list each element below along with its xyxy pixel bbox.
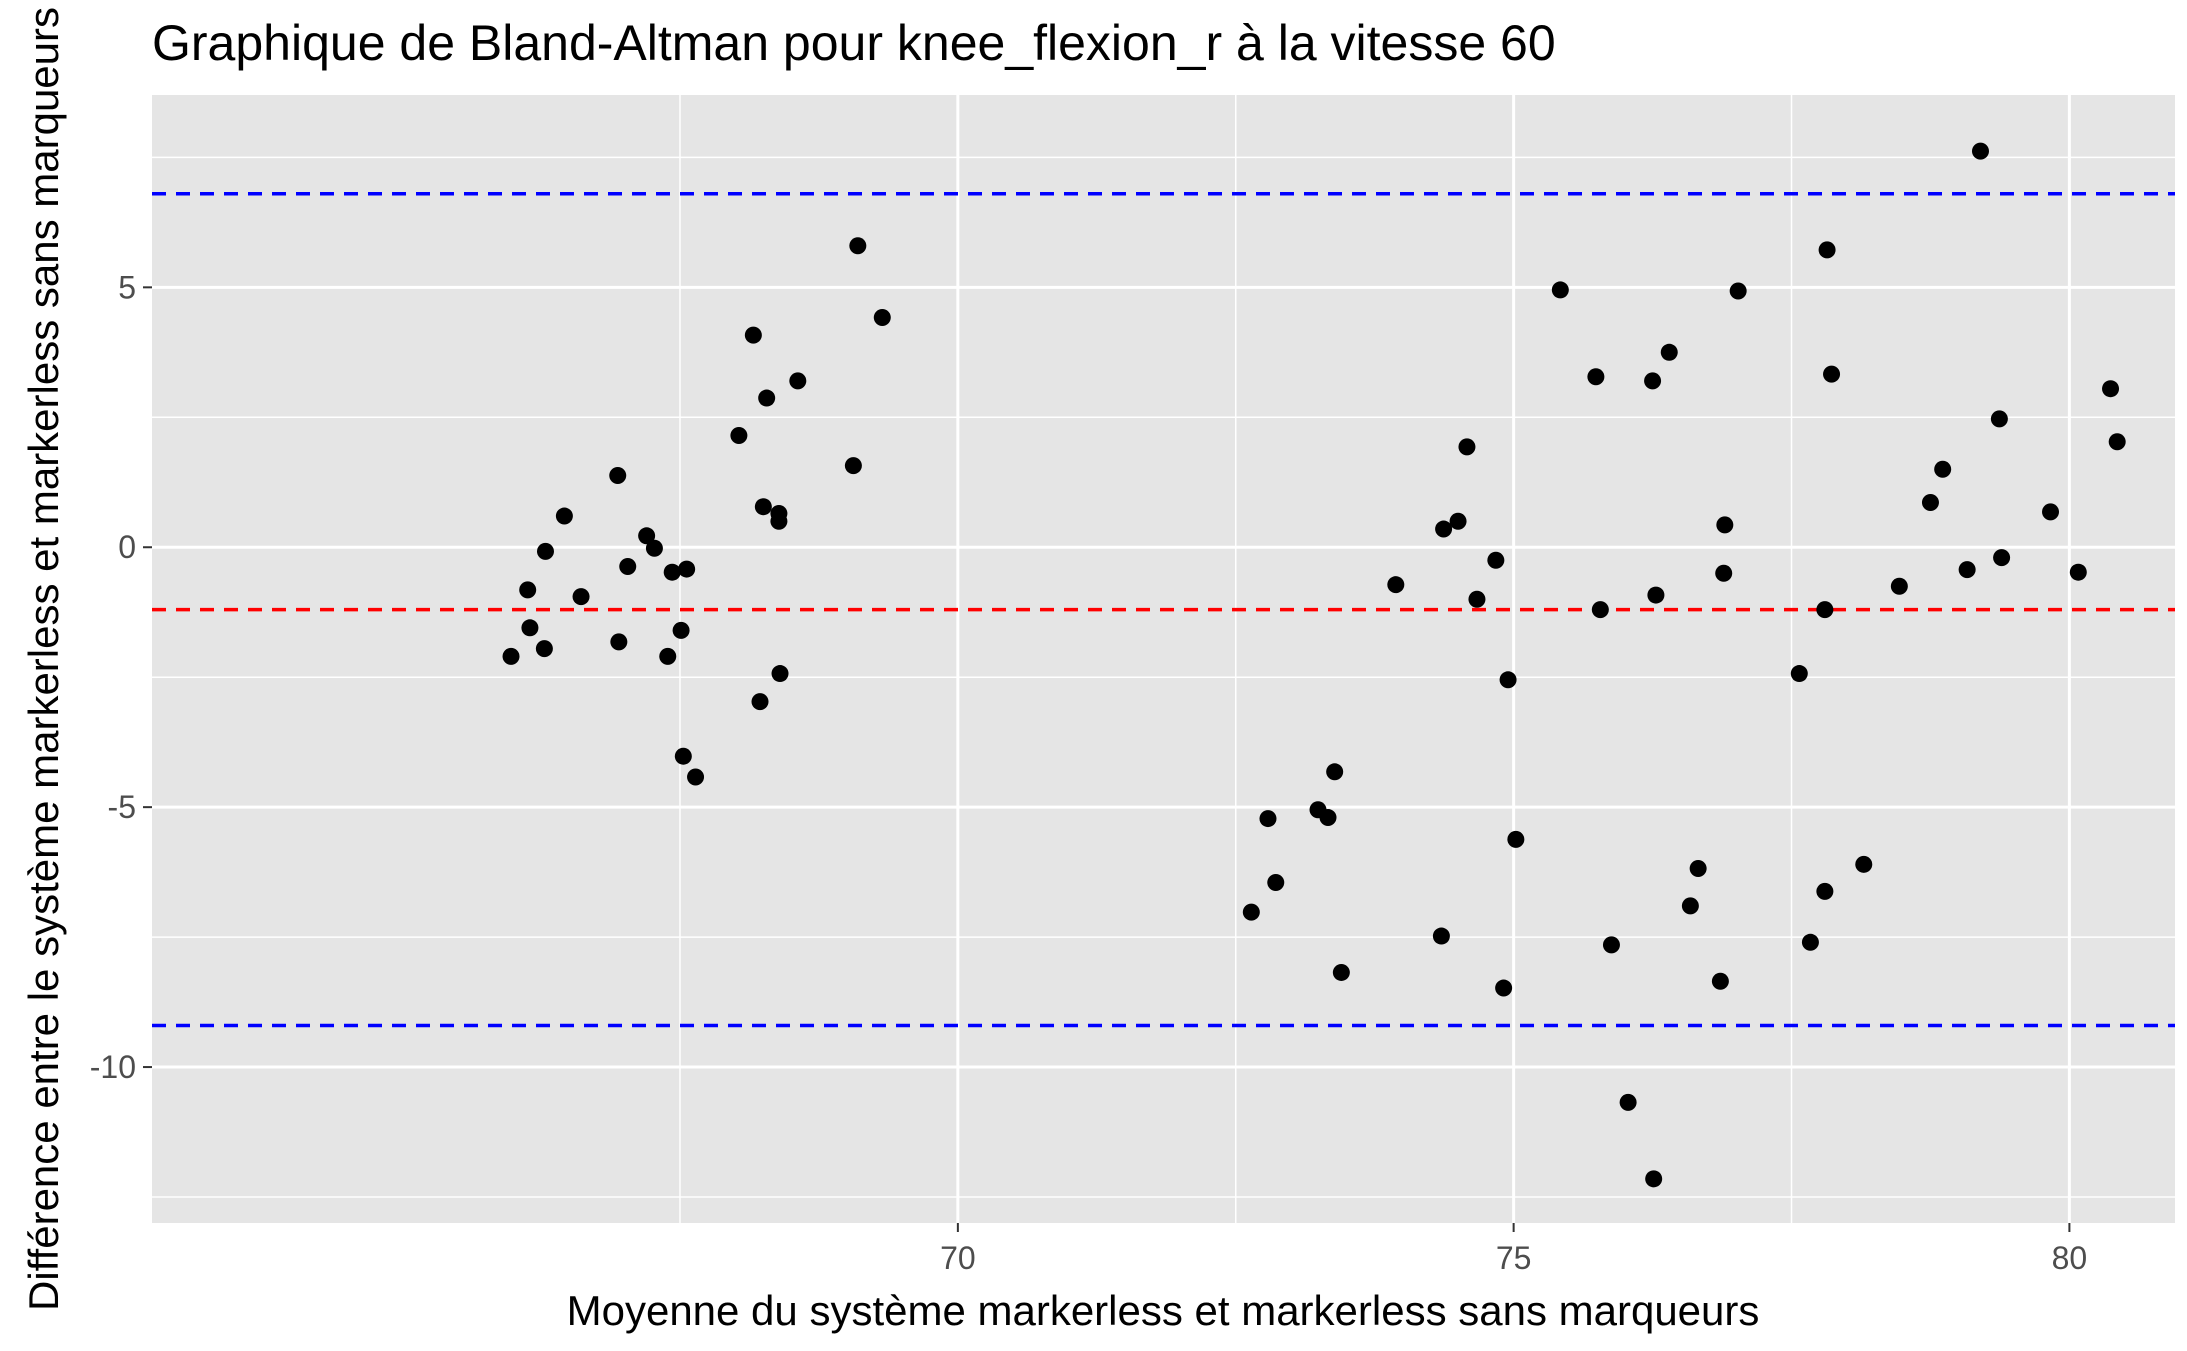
data-point [744, 326, 762, 344]
data-point [1716, 516, 1734, 534]
data-point [672, 621, 690, 639]
data-point [754, 498, 772, 516]
data-point [2069, 563, 2087, 581]
data-point [1587, 368, 1605, 386]
data-point [1619, 1093, 1637, 1111]
data-point [1823, 365, 1841, 383]
plot-panel [152, 95, 2175, 1223]
reference-lines [152, 192, 2175, 1028]
x-tick-label: 70 [940, 1240, 976, 1276]
data-point [1551, 281, 1569, 299]
data-point [1971, 142, 1989, 160]
data-point [1432, 927, 1450, 945]
data-point [844, 457, 862, 475]
data-point [1890, 577, 1908, 595]
x-tick-label: 75 [1496, 1240, 1532, 1276]
data-point [1645, 1170, 1663, 1188]
y-tick-label: 5 [118, 269, 136, 305]
data-point [1993, 549, 2011, 567]
data-point [1681, 897, 1699, 915]
minor-gridlines [152, 95, 2175, 1223]
data-point [678, 560, 696, 578]
y-tick-label: -5 [108, 789, 136, 825]
data-point [2108, 433, 2126, 451]
major-gridlines [152, 95, 2175, 1223]
data-point [771, 665, 789, 683]
data-point [645, 539, 663, 557]
data-point [1689, 859, 1707, 877]
data-point [1801, 933, 1819, 951]
data-point [1458, 438, 1476, 456]
data-point [1259, 810, 1277, 828]
data-point [638, 527, 656, 545]
data-point [1242, 903, 1260, 921]
data-point [1495, 979, 1513, 997]
data-point [572, 588, 590, 606]
data-point [1855, 855, 1873, 873]
data-point [502, 647, 520, 665]
data-point [751, 693, 769, 711]
y-axis-title: Différence entre le système markerless e… [20, 7, 67, 1311]
data-point [674, 747, 692, 765]
data-point [1921, 494, 1939, 512]
data-point [1591, 601, 1609, 619]
x-axis-title: Moyenne du système markerless et markerl… [567, 1287, 1760, 1334]
data-point [1816, 882, 1834, 900]
y-axis-ticks: -10 -5 0 5 [90, 269, 152, 1085]
data-point [1816, 601, 1834, 619]
data-point [1602, 936, 1620, 954]
data-point [1990, 410, 2008, 428]
data-point [1711, 972, 1729, 990]
data-point [1715, 564, 1733, 582]
data-point [1449, 512, 1467, 530]
data-point [687, 768, 705, 786]
data-point [1332, 963, 1350, 981]
x-axis-ticks: 70 75 80 [940, 1223, 2087, 1276]
data-point [535, 640, 553, 658]
data-point [1644, 372, 1662, 390]
data-point [2102, 380, 2120, 398]
data-point [1499, 671, 1517, 689]
y-tick-label: -10 [90, 1049, 136, 1085]
data-point [619, 557, 637, 575]
data-point [609, 467, 627, 485]
data-point [521, 619, 539, 637]
data-point [555, 507, 573, 525]
data-point [2042, 503, 2060, 521]
data-point [1319, 809, 1337, 827]
data-point [1647, 586, 1665, 604]
data-point [1934, 460, 1952, 478]
data-point [1387, 576, 1405, 594]
data-points [502, 142, 2126, 1188]
data-point [1790, 665, 1808, 683]
data-point [519, 581, 537, 599]
data-point [1660, 343, 1678, 361]
data-point [663, 563, 681, 581]
data-point [873, 308, 891, 326]
data-point [1487, 551, 1505, 569]
data-point [536, 542, 554, 560]
data-point [610, 633, 628, 651]
chart-title: Graphique de Bland-Altman pour knee_flex… [152, 15, 1556, 71]
data-point [1267, 874, 1285, 892]
data-point [849, 237, 867, 255]
data-point [758, 389, 776, 407]
y-tick-label: 0 [118, 529, 136, 565]
data-point [1958, 561, 1976, 579]
data-point [1435, 520, 1453, 538]
data-point [1468, 590, 1486, 608]
data-point [1507, 830, 1525, 848]
data-point [730, 426, 748, 444]
data-point [770, 512, 788, 530]
data-point [1326, 763, 1344, 781]
data-point [1729, 282, 1747, 300]
data-point [1818, 241, 1836, 259]
x-tick-label: 80 [2052, 1240, 2088, 1276]
data-point [659, 647, 677, 665]
data-point [789, 372, 807, 390]
